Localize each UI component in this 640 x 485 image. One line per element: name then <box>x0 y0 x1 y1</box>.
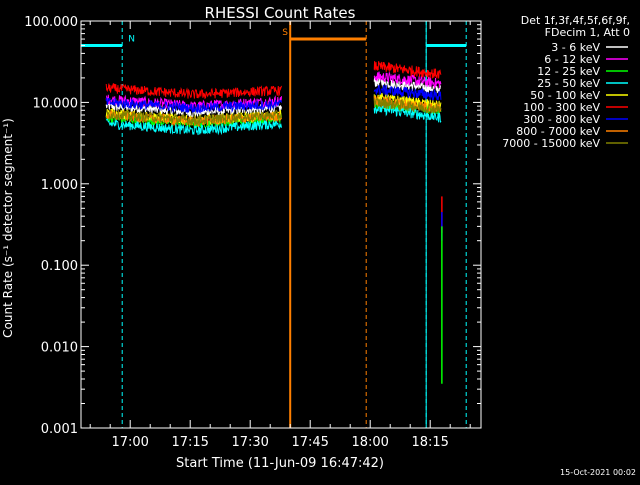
y-tick-label: 100.000 <box>24 15 78 30</box>
chart-title: RHESSI Count Rates <box>205 4 356 22</box>
series-line <box>105 82 282 100</box>
x-tick-label: 18:00 <box>351 435 388 450</box>
x-tick-label: 17:30 <box>231 435 268 450</box>
axes: 0.001 0.010 0.100 1.000 10.000 100.000 17:00 17… <box>24 15 482 450</box>
legend-entry-label: 25 - 50 keV <box>537 77 600 90</box>
legend-entry-label: 300 - 800 keV <box>523 113 600 126</box>
series-line <box>105 117 282 136</box>
y-tick-label: 1.000 <box>41 178 78 193</box>
x-tick-label: 18:15 <box>411 435 448 450</box>
y-axis-label: Count Rate (s⁻¹ detector segment⁻¹) <box>1 118 15 338</box>
series-line <box>373 84 442 101</box>
series-line <box>373 71 442 90</box>
series-line <box>373 97 442 114</box>
legend-entry-label: 800 - 7000 keV <box>516 125 600 138</box>
legend-entry-label: 3 - 6 keV <box>551 41 600 54</box>
generation-timestamp: 15-Oct-2021 00:02 <box>560 468 636 477</box>
x-tick-label: 17:15 <box>171 435 208 450</box>
x-tick-label: 17:00 <box>111 435 148 450</box>
y-tick-label: 0.010 <box>41 341 78 356</box>
legend-entry-label: 7000 - 15000 keV <box>502 137 600 150</box>
plot-frame <box>80 20 482 429</box>
marker-label: S <box>282 28 288 38</box>
y-tick-label: 10.000 <box>33 96 79 111</box>
marker-label: N <box>128 35 135 45</box>
series-line <box>373 61 442 79</box>
legend-entry-label: 12 - 25 keV <box>537 65 600 78</box>
legend-header-line-2: FDecim 1, Att 0 <box>545 26 630 39</box>
legend: Det 1f,3f,4f,5f,6f,9f, FDecim 1, Att 0 3… <box>502 14 630 150</box>
series-line <box>105 97 282 114</box>
y-tick-label: 0.100 <box>41 259 78 274</box>
legend-entry-label: 6 - 12 keV <box>544 53 600 66</box>
x-axis-label: Start Time (11-Jun-09 16:47:42) <box>176 456 384 471</box>
plot-area: NS <box>81 21 467 428</box>
legend-header-line-1: Det 1f,3f,4f,5f,6f,9f, <box>521 14 630 27</box>
series-line <box>106 109 282 126</box>
y-tick-label: 0.001 <box>41 422 78 437</box>
legend-entry-label: 100 - 300 keV <box>523 101 600 114</box>
legend-entry-label: 50 - 100 keV <box>530 89 600 102</box>
x-tick-label: 17:45 <box>291 435 328 450</box>
